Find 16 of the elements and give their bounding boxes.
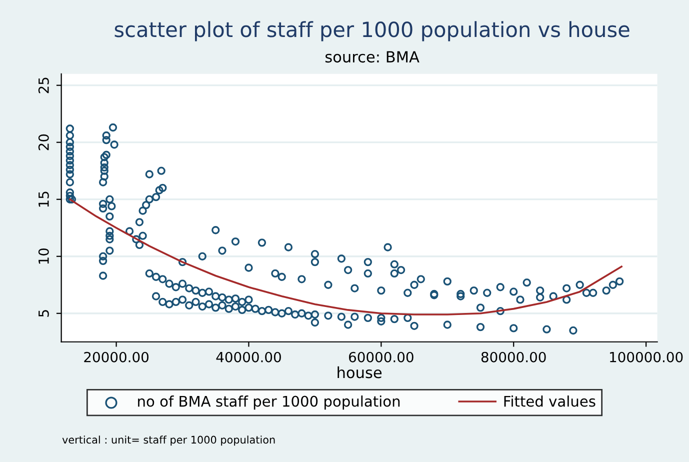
y-tick-label: 5 bbox=[38, 310, 49, 317]
x-axis-title: house bbox=[338, 366, 382, 378]
x-tick-label: 80000.00 bbox=[481, 352, 546, 362]
y-tick-label: 15 bbox=[38, 192, 49, 207]
y-tick-label: 10 bbox=[38, 248, 49, 264]
chart-subtitle: source: BMA bbox=[325, 51, 420, 63]
x-tick-label: 40000.00 bbox=[216, 352, 281, 362]
y-tick-label: 25 bbox=[38, 78, 49, 94]
legend-label: Fitted values bbox=[504, 395, 596, 407]
x-tick-label: 100000.00 bbox=[610, 352, 683, 362]
y-tick-label: 20 bbox=[38, 134, 49, 150]
x-tick-label: 60000.00 bbox=[349, 352, 414, 362]
legend-label: no of BMA staff per 1000 population bbox=[138, 395, 400, 410]
text: vertical : unit= staff per 1000 population bbox=[62, 436, 275, 446]
x-tick-label: 20000.00 bbox=[84, 352, 148, 362]
chart-title: scatter plot of staff per 1000 population vs house bbox=[114, 21, 630, 42]
